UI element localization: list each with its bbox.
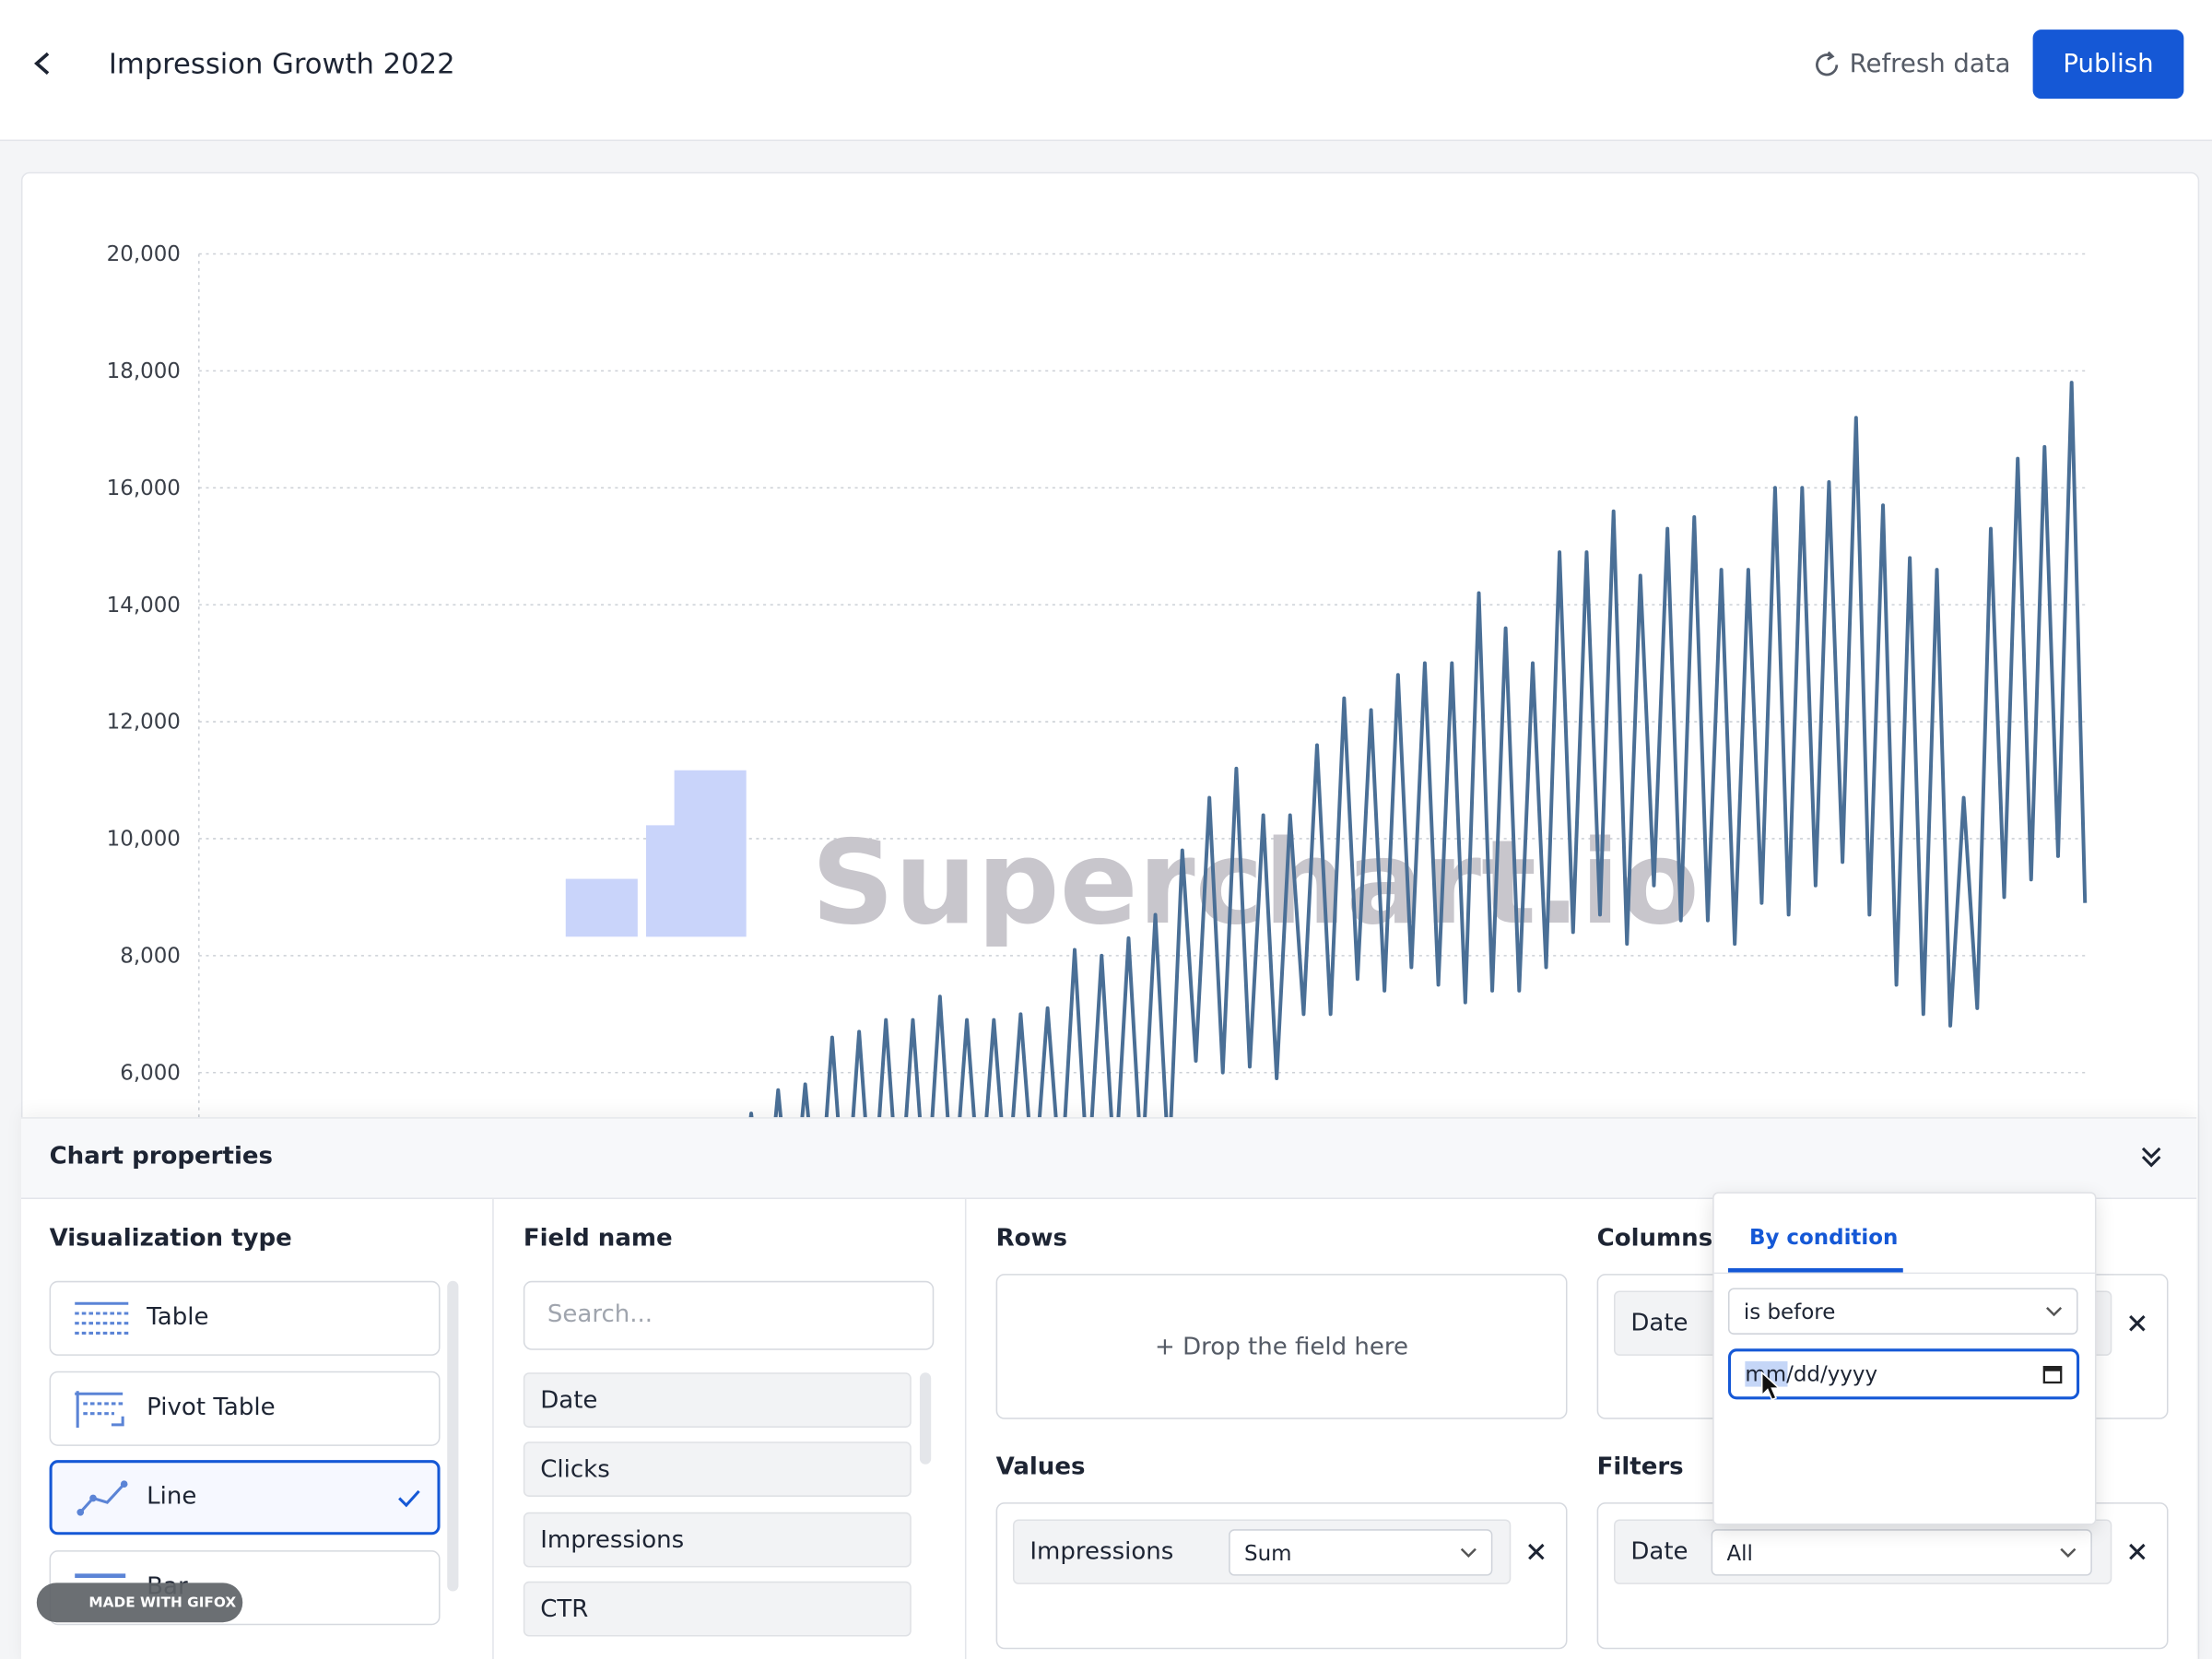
gifox-badge: MADE WITH GIFOX <box>36 1583 243 1623</box>
y-tick-label: 12,000 <box>107 711 181 735</box>
publish-button[interactable]: Publish <box>2032 29 2184 100</box>
date-input[interactable]: mm/dd/yyyy <box>1727 1348 2080 1400</box>
viz-option-selected[interactable]: Line <box>49 1460 441 1535</box>
value-field: Impressions <box>1030 1537 1174 1566</box>
scrollbar <box>447 1280 459 1592</box>
watermark-logo <box>565 770 747 937</box>
calendar-icon <box>2042 1366 2063 1384</box>
filter-popup: By condition is before mm/dd/yyyy <box>1712 1192 2097 1525</box>
viz-label: Line <box>147 1482 197 1512</box>
section-heading: Filters <box>1596 1453 1684 1482</box>
chevron <box>1460 1547 1477 1558</box>
back-button[interactable] <box>29 50 57 78</box>
field-item[interactable]: Clicks <box>523 1441 912 1497</box>
section-heading: Visualization type <box>49 1224 292 1253</box>
y-tick-label: 16,000 <box>107 477 181 500</box>
y-tick-label: 14,000 <box>107 594 181 618</box>
condition: is before <box>1743 1298 1836 1324</box>
section-heading: Values <box>995 1453 1086 1482</box>
divider <box>1713 1272 2095 1275</box>
cursor <box>1760 1371 1782 1401</box>
filters-zone: Date All <box>1596 1502 2169 1650</box>
chevron <box>2046 1306 2063 1316</box>
viz-option[interactable]: Table <box>49 1280 441 1356</box>
header: Impression Growth 2022 Refresh data Publ… <box>0 0 2212 142</box>
remove-button[interactable] <box>2127 1313 2147 1333</box>
scrollbar <box>919 1372 932 1465</box>
viz-label: Pivot Table <box>147 1394 276 1422</box>
field-item[interactable]: CTR <box>523 1581 912 1637</box>
values-zone: Impressions Sum <box>995 1502 1568 1650</box>
axes: 6,000 8,000 10,000 12,000 14,000 16,000 18,000… <box>107 242 2086 1424</box>
visualization-column: Visualization type Table Pivot Table Lin… <box>21 1199 494 1659</box>
y-tick-label: 6,000 <box>120 1061 181 1085</box>
field-item[interactable]: Date <box>523 1372 912 1428</box>
filter-value: All <box>1726 1539 1753 1566</box>
collapse-button[interactable] <box>2137 1143 2166 1171</box>
table-icon <box>75 1301 129 1335</box>
remove-button[interactable] <box>1526 1542 1546 1561</box>
aggregation: Sum <box>1243 1539 1292 1566</box>
y-tick-label: 18,000 <box>107 359 181 383</box>
section-heading: Field name <box>523 1224 673 1253</box>
page-title: Impression Growth 2022 <box>108 46 455 81</box>
refresh-icon <box>1816 51 1839 76</box>
panel-header: Chart properties <box>20 1118 2197 1200</box>
panel-title: Chart properties <box>49 1142 274 1171</box>
date-value: mm/dd/yyyy <box>1745 1361 1878 1387</box>
filter-select[interactable]: All <box>1711 1529 2092 1576</box>
viz-option[interactable]: Pivot Table <box>49 1371 441 1446</box>
aggregation-select[interactable]: Sum <box>1229 1529 1493 1576</box>
section-heading: Rows <box>995 1224 1068 1253</box>
badge-text: MADE WITH GIFOX <box>88 1594 237 1611</box>
search-input[interactable]: Search... <box>523 1280 935 1350</box>
y-tick-label: 20,000 <box>107 242 181 266</box>
line-icon <box>76 1480 128 1516</box>
bar-icon <box>75 1573 126 1578</box>
y-tick-label: 10,000 <box>107 828 181 852</box>
pivot-icon <box>75 1391 124 1428</box>
condition-select[interactable]: is before <box>1727 1288 2078 1335</box>
viz-label: Table <box>147 1303 209 1332</box>
filter-field: Date <box>1630 1537 1688 1566</box>
popup-tab[interactable]: By condition <box>1748 1224 1899 1251</box>
refresh-button[interactable]: Refresh data <box>1849 49 2011 79</box>
tab-underline <box>1727 1268 1903 1273</box>
remove-button[interactable] <box>2127 1542 2147 1561</box>
rows-dropzone[interactable]: + Drop the field here <box>995 1274 1568 1419</box>
y-tick-label: 8,000 <box>120 944 181 968</box>
fields-column: Field name Search... Date Clicks Impress… <box>494 1199 967 1659</box>
section-heading: Columns <box>1596 1224 1713 1253</box>
chevron <box>2060 1547 2077 1558</box>
field-item[interactable]: Impressions <box>523 1512 912 1568</box>
check-icon <box>398 1489 420 1508</box>
